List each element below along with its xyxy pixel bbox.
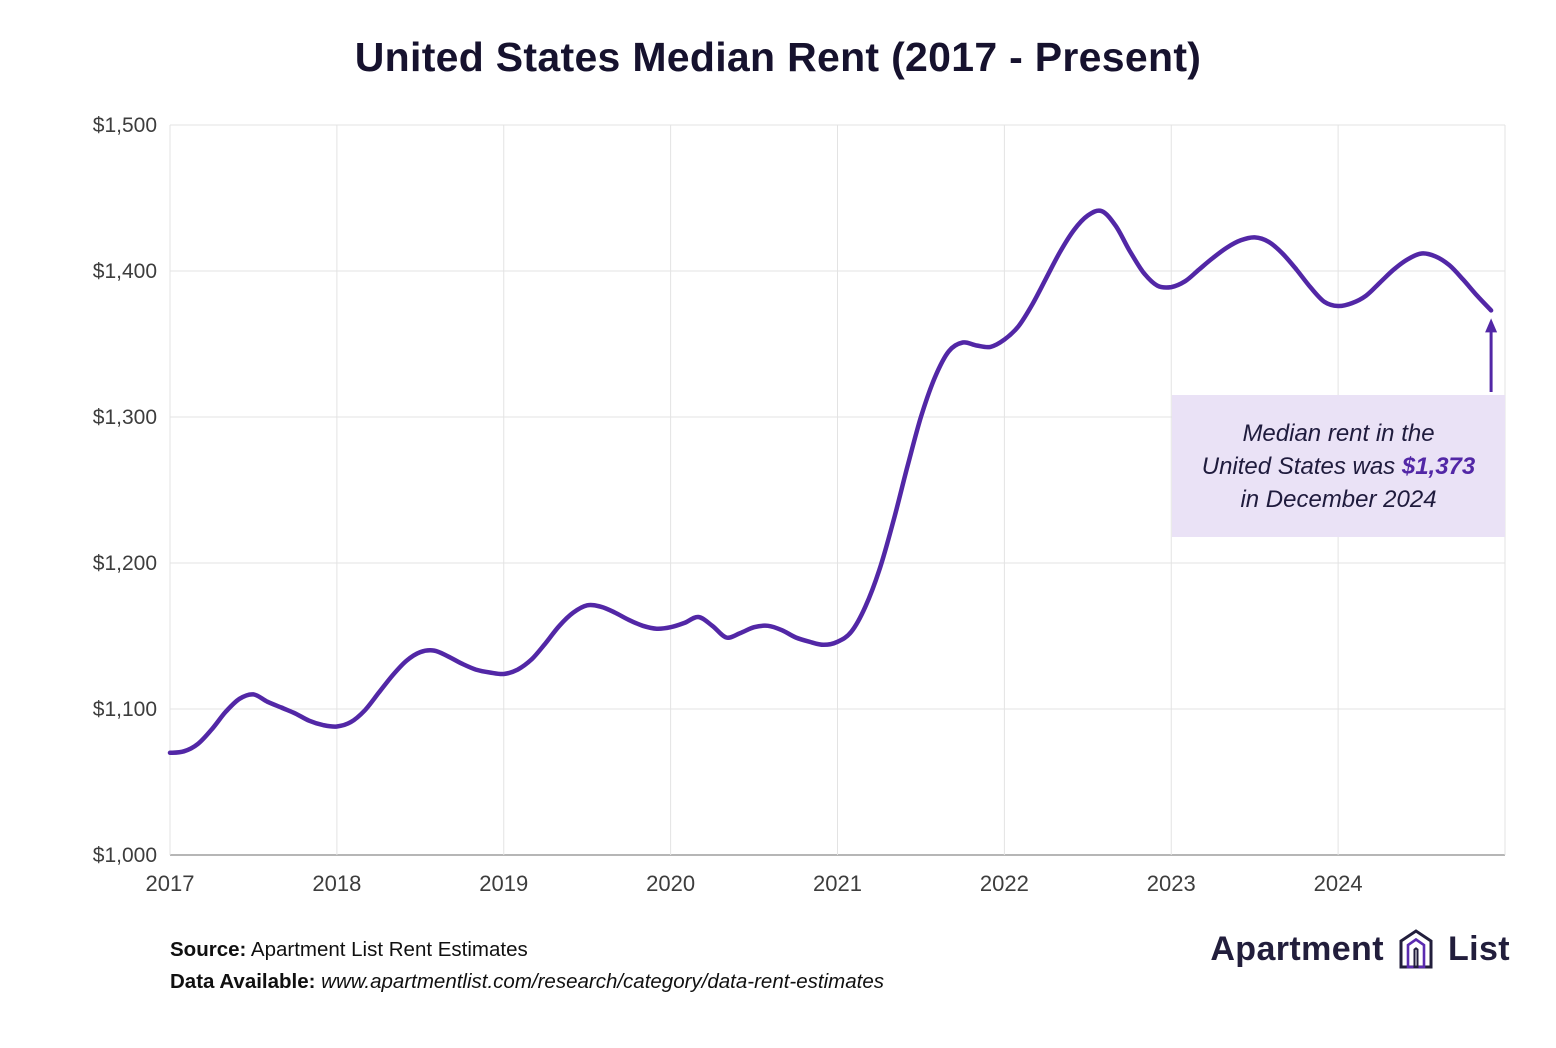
y-tick-label: $1,300 [93, 406, 157, 429]
x-tick-label: 2020 [646, 871, 695, 896]
logo-word-apartment: Apartment [1210, 929, 1384, 968]
source-text: Apartment List Rent Estimates [246, 938, 528, 961]
x-tick-label: 2019 [479, 871, 528, 896]
data-available-label: Data Available: [170, 970, 316, 993]
y-tick-label: $1,000 [93, 844, 157, 867]
rent-line-series [167, 208, 1494, 756]
logo-word-list: List [1447, 929, 1510, 968]
y-tick-label: $1,500 [93, 114, 157, 137]
x-tick-label: 2024 [1314, 871, 1363, 896]
annotation-line2: United States was $1,373 [1201, 452, 1476, 480]
x-tick-label: 2017 [146, 871, 195, 896]
annotation-highlight: $1,373 [1401, 452, 1476, 480]
x-tick-label: 2021 [813, 871, 862, 896]
annotation-line3: in December 2024 [1240, 485, 1437, 513]
annotation-line1: Median rent in the [1242, 419, 1435, 447]
chart-title: United States Median Rent (2017 - Presen… [354, 34, 1202, 80]
apartment-list-house-icon [1399, 929, 1433, 969]
data-available-line: Data Available: www.apartmentlist.com/re… [170, 966, 884, 998]
x-tick-label: 2023 [1147, 871, 1196, 896]
y-tick-label: $1,400 [93, 260, 157, 283]
y-tick-label: $1,100 [93, 698, 157, 721]
annotation-arrow-head [1485, 318, 1498, 333]
x-tick-label: 2022 [980, 871, 1029, 896]
x-tick-label: 2018 [312, 871, 361, 896]
source-label: Source: [170, 938, 247, 961]
data-available-url: www.apartmentlist.com/research/category/… [315, 970, 884, 993]
y-tick-label: $1,200 [93, 552, 157, 575]
apartment-list-logo: Apartment List [1210, 926, 1510, 972]
chart-footer: Source: Apartment List Rent Estimates Da… [170, 934, 884, 998]
annotation-callout: Median rent in the United States was $1,… [1172, 395, 1505, 537]
source-line: Source: Apartment List Rent Estimates [170, 934, 884, 966]
